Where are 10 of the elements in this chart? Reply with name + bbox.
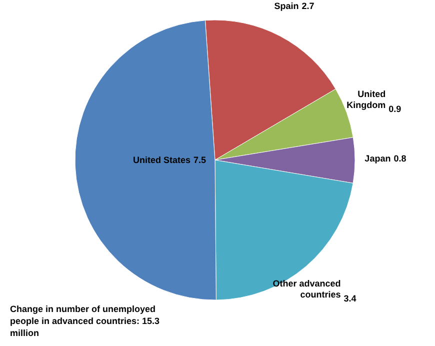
data-label: 7.5 [194,154,206,165]
slice-label: Spain [274,0,299,11]
data-label: 0.9 [388,104,402,114]
slice-label: United Kingdom [346,88,386,110]
data-label: 0.8 [394,153,406,164]
data-label: 3.4 [344,293,356,304]
text: Change in number of unemployed people in advanced countries: 15.3 million [10,304,160,338]
slice-label: United States [133,154,191,165]
slice-label: Japan [364,153,391,164]
data-label: 2.7 [302,0,314,11]
